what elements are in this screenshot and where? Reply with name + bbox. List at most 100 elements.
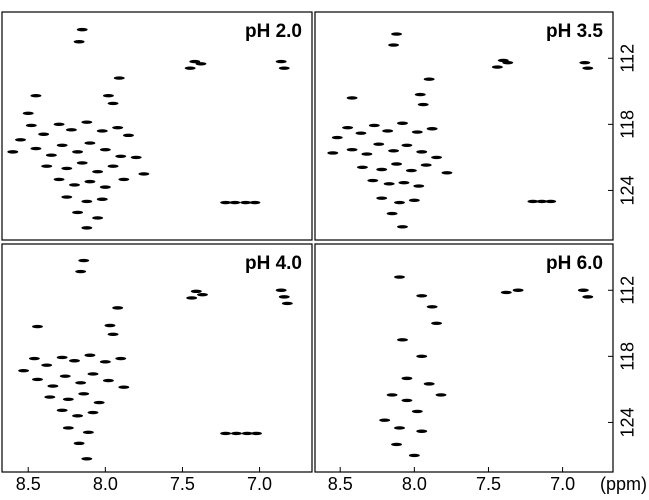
peak xyxy=(441,171,453,175)
peak xyxy=(423,77,435,81)
peak xyxy=(241,431,253,436)
x-tick-label: 7.0 xyxy=(247,474,272,494)
peak xyxy=(107,101,119,106)
peak xyxy=(431,321,443,326)
peak xyxy=(31,377,43,382)
peak xyxy=(113,76,125,80)
peak xyxy=(435,393,447,397)
peak xyxy=(107,332,119,337)
peak xyxy=(577,288,589,292)
x-axis-label: (ppm) xyxy=(600,474,647,494)
x-tick-label: 7.5 xyxy=(476,474,501,494)
peak xyxy=(122,133,134,138)
peak xyxy=(230,431,242,436)
peak xyxy=(249,200,261,205)
peak xyxy=(579,60,591,65)
x-tick-label: 8.5 xyxy=(328,474,353,494)
peak xyxy=(376,196,388,200)
x-tick-label: 8.0 xyxy=(402,474,427,494)
peak xyxy=(398,181,410,185)
peak xyxy=(331,135,343,140)
peak xyxy=(72,150,84,154)
peak xyxy=(184,66,196,70)
peak xyxy=(396,121,408,125)
peak xyxy=(195,62,207,66)
peak xyxy=(426,305,438,309)
peak xyxy=(84,179,96,184)
peak xyxy=(56,143,68,147)
peak xyxy=(62,426,74,430)
peak xyxy=(401,143,413,147)
peak xyxy=(401,398,413,403)
peak xyxy=(73,40,85,44)
peak xyxy=(414,92,426,97)
peak xyxy=(386,393,398,397)
peak xyxy=(417,102,429,107)
peak xyxy=(81,457,93,461)
peak xyxy=(61,195,73,199)
peak xyxy=(426,127,438,131)
peak xyxy=(75,381,87,385)
peak xyxy=(373,142,385,146)
peak xyxy=(536,199,548,204)
peak xyxy=(53,122,65,127)
peak xyxy=(423,382,435,386)
peak xyxy=(196,292,208,297)
peak xyxy=(82,430,94,435)
panel-title: pH 3.5 xyxy=(546,21,603,42)
panel-frame xyxy=(314,243,614,473)
peak xyxy=(138,172,150,176)
peak xyxy=(416,354,428,359)
peak xyxy=(413,184,425,188)
peak xyxy=(107,164,119,168)
peak xyxy=(30,94,42,98)
x-tick-label: 8.0 xyxy=(93,474,118,494)
peak xyxy=(75,269,87,274)
peak xyxy=(22,111,34,116)
peak xyxy=(408,198,420,203)
peak xyxy=(87,372,99,376)
peak xyxy=(87,410,99,415)
peak xyxy=(44,395,56,399)
peak xyxy=(118,385,130,389)
peak xyxy=(275,59,287,64)
peak xyxy=(47,384,59,388)
peak xyxy=(62,397,74,402)
peak xyxy=(99,360,111,364)
peak xyxy=(72,414,84,418)
peak xyxy=(96,197,108,201)
peak xyxy=(367,178,379,183)
peak xyxy=(41,363,53,367)
peak xyxy=(278,295,290,299)
peak xyxy=(411,409,423,414)
peak xyxy=(408,453,420,458)
y-tick-label: 124 xyxy=(618,175,638,205)
peak xyxy=(92,216,104,220)
peak xyxy=(56,355,68,360)
peak xyxy=(7,150,19,154)
peak xyxy=(327,151,339,155)
peak xyxy=(545,199,557,204)
peak xyxy=(84,353,96,357)
peak xyxy=(102,378,114,383)
x-tick-label: 8.5 xyxy=(16,474,41,494)
peak xyxy=(229,200,241,205)
y-tick-label: 124 xyxy=(618,407,638,437)
panel-title: pH 6.0 xyxy=(546,253,603,274)
peak xyxy=(281,301,293,306)
peak xyxy=(361,152,373,156)
peak xyxy=(99,147,111,152)
peak xyxy=(102,94,114,98)
panel-frame xyxy=(314,11,614,241)
peak xyxy=(93,400,105,405)
peak xyxy=(56,408,68,413)
peak xyxy=(220,431,232,436)
peak xyxy=(391,162,403,166)
peak xyxy=(368,123,380,128)
peak xyxy=(96,129,108,133)
y-tick-label: 118 xyxy=(618,110,638,139)
peak xyxy=(342,125,354,130)
peak xyxy=(59,374,71,378)
peak xyxy=(76,27,88,32)
peak xyxy=(401,376,413,381)
